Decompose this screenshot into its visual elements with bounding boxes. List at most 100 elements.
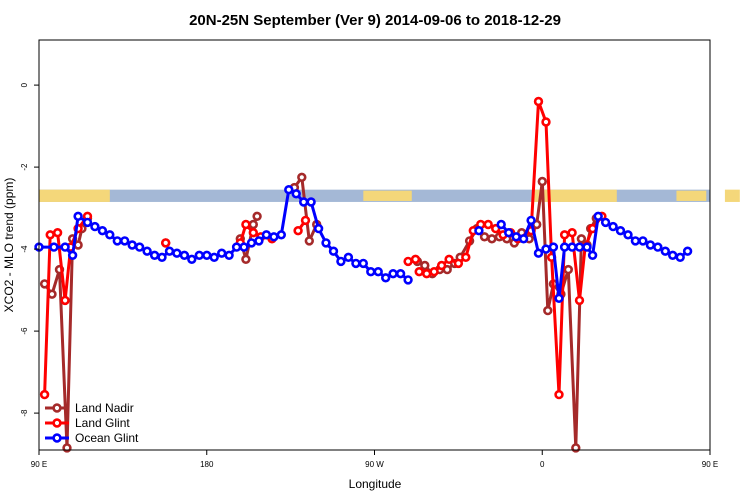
data-point-ocean-glint — [284, 185, 294, 195]
map-band-land — [39, 189, 110, 202]
data-point-ocean-glint — [202, 250, 212, 261]
data-point-land-glint — [453, 258, 464, 269]
data-point-ocean-glint — [358, 258, 368, 269]
data-point-ocean-glint — [60, 242, 70, 252]
data-point-ocean-glint — [306, 197, 316, 207]
legend-swatch-marker — [52, 433, 62, 443]
data-point-land-glint — [559, 230, 570, 240]
data-point-ocean-glint — [667, 250, 678, 261]
data-point-ocean-glint — [675, 252, 685, 262]
x-tick-label: 90 E — [31, 460, 47, 469]
data-point-ocean-glint — [504, 228, 514, 238]
data-point-ocean-glint — [395, 269, 406, 279]
data-point-ocean-glint — [276, 230, 286, 240]
data-point-ocean-glint — [149, 250, 160, 261]
map-band-land — [676, 190, 707, 201]
data-point-ocean-glint — [660, 246, 670, 256]
data-point-ocean-glint — [388, 269, 398, 279]
data-point-ocean-glint — [67, 250, 78, 261]
data-point-ocean-glint — [105, 230, 115, 240]
data-point-ocean-glint — [194, 250, 205, 261]
data-point-ocean-glint — [231, 242, 242, 252]
data-point-ocean-glint — [623, 230, 633, 240]
data-point-land-glint — [60, 295, 70, 306]
data-point-land-glint — [161, 238, 171, 248]
data-point-ocean-glint — [254, 236, 264, 246]
x-tick-label: 180 — [200, 460, 214, 469]
x-tick-label: 90 W — [365, 460, 384, 469]
y-axis-ticks: 0 -2 -4 -6 -8 — [20, 82, 39, 417]
legend-swatch-marker — [52, 418, 62, 428]
legend-item-land-glint: Land Glint — [45, 416, 130, 430]
data-point-ocean-glint — [366, 267, 376, 277]
x-axis-label: Longitude — [349, 477, 402, 491]
data-point-land-glint — [414, 267, 424, 277]
data-point-ocean-glint — [351, 258, 361, 269]
data-point-land-glint — [403, 256, 413, 267]
data-point-ocean-glint — [313, 223, 324, 234]
map-band-land — [532, 189, 617, 202]
data-point-ocean-glint — [593, 211, 603, 222]
data-point-ocean-glint — [541, 244, 551, 254]
data-point-land-glint — [45, 230, 55, 240]
data-point-ocean-glint — [496, 219, 506, 230]
data-point-ocean-glint — [526, 215, 536, 226]
data-point-land-glint — [567, 228, 577, 238]
data-point-land-glint — [52, 228, 63, 238]
data-point-ocean-glint — [73, 211, 83, 222]
map-band-land — [363, 190, 412, 201]
data-point-ocean-glint — [336, 256, 346, 267]
data-point-land-glint — [293, 226, 303, 236]
data-point-land-nadir — [563, 264, 573, 275]
data-point-land-glint — [422, 269, 432, 279]
data-point-ocean-glint — [49, 242, 59, 252]
data-point-ocean-glint — [246, 238, 257, 248]
data-point-land-glint — [541, 117, 551, 127]
data-point-ocean-glint — [600, 217, 611, 228]
data-point-land-glint — [241, 219, 251, 230]
y-tick-label: -4 — [20, 245, 29, 253]
map-band-land — [724, 189, 740, 202]
legend-item-ocean-glint: Ocean Glint — [45, 431, 139, 445]
data-point-land-glint — [554, 389, 564, 400]
series-line-land-nadir — [293, 175, 319, 243]
data-point-land-nadir — [241, 254, 251, 264]
data-point-ocean-glint — [119, 236, 130, 246]
data-point-ocean-glint — [321, 238, 331, 248]
data-point-ocean-glint — [269, 232, 279, 242]
chart-title: 20N-25N September (Ver 9) 2014-09-06 to … — [189, 12, 561, 29]
data-point-ocean-glint — [682, 246, 693, 256]
data-point-land-glint — [444, 254, 454, 264]
data-point-ocean-glint — [518, 234, 529, 244]
data-point-ocean-glint — [291, 189, 301, 199]
legend-label: Ocean Glint — [75, 431, 139, 445]
data-point-ocean-glint — [582, 242, 592, 252]
y-tick-label: -6 — [20, 327, 29, 335]
y-tick-label: -2 — [20, 163, 29, 171]
data-point-ocean-glint — [587, 250, 598, 261]
data-point-ocean-glint — [533, 248, 544, 258]
data-point-ocean-glint — [187, 254, 197, 264]
series-ocean-glint — [34, 185, 693, 303]
data-point-ocean-glint — [403, 275, 413, 285]
world-map-band — [39, 189, 740, 202]
y-axis-label: XCO2 - MLO trend (ppm) — [2, 178, 16, 313]
legend-label: Land Nadir — [75, 401, 134, 415]
data-point-ocean-glint — [328, 246, 339, 256]
data-point-land-nadir — [297, 172, 307, 183]
data-point-ocean-glint — [474, 226, 484, 236]
data-point-ocean-glint — [559, 242, 570, 252]
x-axis-ticks: 90 E 180 90 W 0 90 E — [31, 450, 718, 469]
y-tick-label: 0 — [20, 82, 29, 87]
data-point-ocean-glint — [157, 252, 167, 262]
data-point-ocean-glint — [112, 236, 123, 246]
legend-label: Land Glint — [75, 416, 130, 430]
data-point-land-glint — [248, 228, 259, 238]
data-point-land-glint — [410, 254, 421, 264]
data-point-ocean-glint — [224, 250, 234, 261]
data-point-ocean-glint — [134, 242, 145, 252]
data-point-ocean-glint — [574, 242, 585, 252]
data-point-land-glint — [483, 219, 493, 230]
data-point-ocean-glint — [97, 226, 108, 236]
